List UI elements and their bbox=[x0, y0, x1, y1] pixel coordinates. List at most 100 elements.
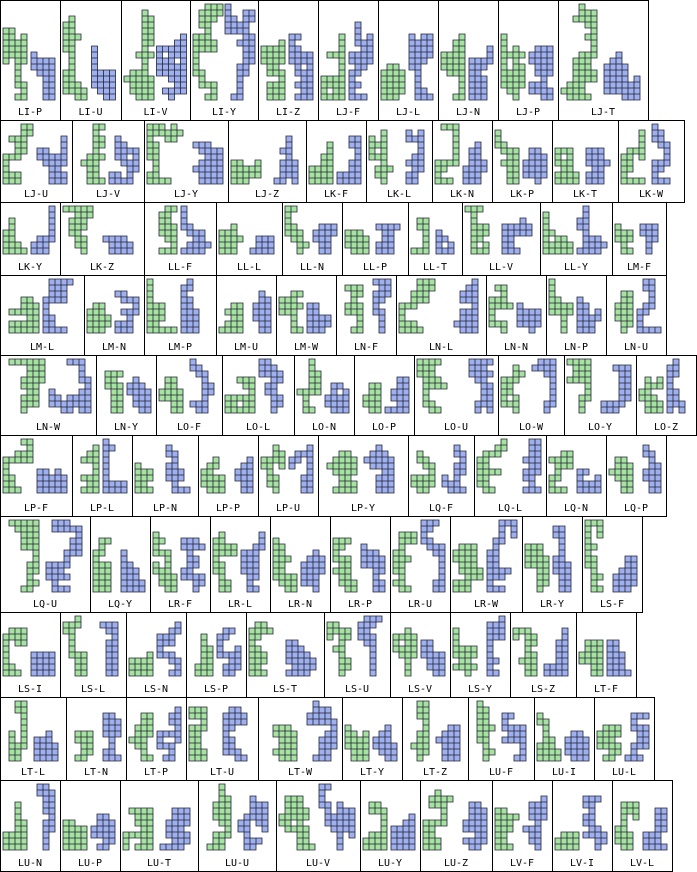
polyomino bbox=[128, 651, 154, 677]
polyomino bbox=[114, 290, 140, 334]
cell-label: LT-L bbox=[21, 767, 45, 778]
polyomino bbox=[608, 456, 634, 494]
cell-label: LU-Z bbox=[444, 858, 468, 869]
polyomino bbox=[500, 364, 526, 414]
polyomino bbox=[560, 3, 598, 101]
polyomino bbox=[564, 730, 590, 762]
polyomino bbox=[536, 712, 562, 762]
polyomino bbox=[336, 135, 362, 185]
polyomino bbox=[453, 278, 479, 334]
polyomino bbox=[372, 724, 398, 762]
polyomino bbox=[435, 229, 455, 255]
cell-label: LT-P bbox=[144, 767, 168, 778]
cell-label: LN-L bbox=[429, 342, 453, 353]
polyomino bbox=[348, 21, 374, 101]
cell-label: LK-P bbox=[510, 189, 534, 200]
polyomino bbox=[392, 531, 418, 593]
polyomino bbox=[548, 450, 574, 494]
polyomino bbox=[36, 135, 68, 185]
polyomino bbox=[156, 621, 182, 677]
polyomino bbox=[252, 290, 272, 334]
polyomino bbox=[642, 444, 662, 494]
cell-label: LT-U bbox=[210, 767, 234, 778]
polyomino bbox=[384, 376, 410, 414]
cell-label: LS-Y bbox=[468, 684, 492, 695]
polyomino bbox=[258, 358, 284, 414]
cell-label: LQ-U bbox=[33, 599, 57, 610]
polyomino bbox=[380, 63, 406, 101]
polyomino bbox=[2, 217, 28, 255]
cell-label: LT-F bbox=[594, 684, 618, 695]
cell-label: LJ-V bbox=[96, 189, 120, 200]
polyomino bbox=[441, 444, 467, 494]
cell-label: LI-V bbox=[143, 107, 167, 118]
polyomino bbox=[2, 801, 28, 851]
polyomino bbox=[434, 123, 460, 185]
cell-label: LK-F bbox=[324, 189, 348, 200]
cell-label: LR-U bbox=[408, 599, 432, 610]
polyomino bbox=[2, 123, 34, 185]
cell-label: LV-F bbox=[510, 858, 534, 869]
polyomino bbox=[108, 135, 140, 185]
polyomino bbox=[405, 129, 425, 185]
cell-label: LQ-P bbox=[624, 503, 648, 514]
polyomino bbox=[554, 831, 580, 851]
polyomino bbox=[91, 45, 116, 101]
polyomino bbox=[612, 555, 638, 593]
polyomino bbox=[260, 444, 286, 494]
polyomino bbox=[248, 621, 274, 677]
polyomino bbox=[651, 123, 671, 185]
polyomino bbox=[8, 358, 46, 414]
polyomino bbox=[344, 724, 370, 762]
cell-label: LK-N bbox=[450, 189, 474, 200]
polyomino bbox=[240, 531, 266, 593]
cell-label: LL-L bbox=[237, 262, 261, 273]
polyomino bbox=[36, 468, 68, 494]
polyomino bbox=[92, 537, 112, 593]
cell-label: LO-N bbox=[312, 422, 336, 433]
cell-label: LM-P bbox=[168, 342, 192, 353]
cell-label: LT-Y bbox=[360, 767, 384, 778]
polyomino bbox=[600, 364, 632, 414]
cell-label: LR-W bbox=[474, 599, 499, 610]
cell-label: LN-Y bbox=[114, 422, 138, 433]
polyomino bbox=[501, 217, 533, 255]
polyomino bbox=[222, 706, 248, 762]
cell-label: LU-V bbox=[306, 858, 330, 869]
polyomino bbox=[194, 633, 214, 677]
polyomino bbox=[522, 147, 548, 185]
polyomino bbox=[234, 456, 254, 494]
polyomino bbox=[62, 205, 94, 255]
cell-label: LR-N bbox=[288, 599, 312, 610]
polyomino bbox=[285, 639, 317, 677]
cell bbox=[378, 0, 439, 121]
cell-label: LL-V bbox=[489, 262, 513, 273]
polyomino bbox=[440, 33, 466, 101]
cell-label: LV-I bbox=[570, 858, 594, 869]
polyomino bbox=[146, 278, 178, 334]
polyomino bbox=[410, 450, 436, 494]
polyomino bbox=[642, 807, 668, 851]
polyomino bbox=[33, 730, 59, 762]
cell-label: LO-Y bbox=[588, 422, 612, 433]
polyomino bbox=[134, 462, 154, 494]
polyomino bbox=[360, 543, 386, 593]
polyomino bbox=[501, 712, 527, 762]
polyomino bbox=[452, 543, 484, 593]
cell-label: LJ-U bbox=[24, 189, 48, 200]
polyomino bbox=[542, 211, 574, 255]
polyomino bbox=[104, 370, 124, 414]
cell-label: LR-L bbox=[228, 599, 252, 610]
cell-label: LU-T bbox=[147, 858, 171, 869]
polyomino bbox=[344, 229, 370, 255]
cell-label: LK-Y bbox=[18, 262, 42, 273]
cell-label: LP-L bbox=[90, 503, 114, 514]
polyomino bbox=[362, 801, 388, 851]
cell-label: LO-U bbox=[444, 422, 468, 433]
polyomino bbox=[420, 639, 446, 677]
cell-label: LM-F bbox=[627, 262, 651, 273]
polyomino bbox=[576, 205, 608, 255]
polyomino bbox=[2, 438, 34, 494]
polyomino bbox=[566, 358, 592, 414]
